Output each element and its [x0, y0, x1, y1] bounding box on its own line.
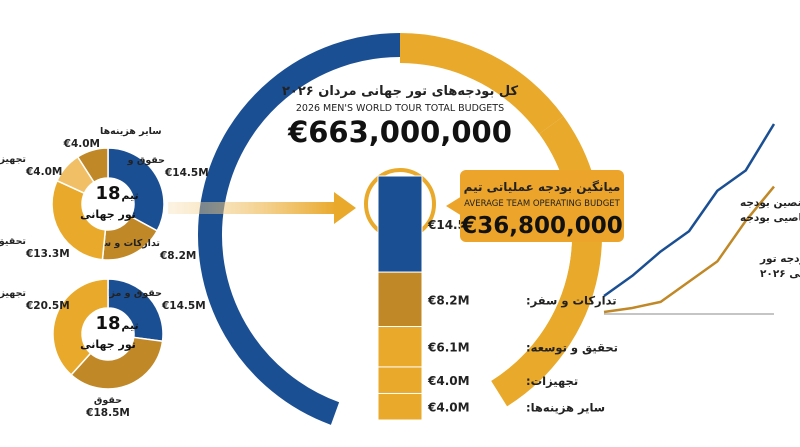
donut-slice: [76, 147, 109, 184]
series-label-line: منصین بودجه: [740, 197, 800, 209]
big-ring-gold-arc: [491, 116, 602, 407]
donut-slice: [52, 278, 109, 376]
bar-category-label: تحقیق و توسعه:: [526, 341, 618, 356]
bar-segment: [377, 175, 423, 273]
donut-slice-label: سایر هزینه‌ها: [100, 126, 162, 137]
average-title-fa: میانگین بودجه عملیاتی تیم: [464, 180, 621, 195]
donut-slice: [51, 179, 107, 261]
donut-slice-value: €14.5M: [161, 300, 206, 312]
donut-hole: [84, 180, 132, 228]
donut-slice-value: €4.0M: [25, 166, 62, 178]
bar-category-label: تجهیزات:: [526, 374, 578, 388]
donut-slice-label: حقوق و: [127, 155, 165, 166]
donut-center-number: 18: [95, 313, 120, 334]
bar-value-label: €4.0M: [427, 374, 470, 388]
donut-center-caption: تور جهانی: [80, 208, 136, 221]
bar-value-label: €6.1M: [427, 341, 470, 355]
average-title-en: AVERAGE TEAM OPERATING BUDGET: [464, 199, 621, 209]
bar-category-label: تدارکات و سفر:: [526, 293, 617, 308]
line-series: [603, 185, 775, 314]
donut-slice-value: €13.3M: [25, 248, 70, 260]
donut-slice-label: تدارکات و سفر: [88, 238, 160, 249]
average-amount: €36,800,000: [460, 213, 623, 239]
donut-slice-value: €20.5M: [25, 300, 70, 312]
bar-segment: [377, 392, 423, 421]
donut-slice-label: تجهیزات: [0, 154, 26, 165]
series-label-line: عاصیی بودجه: [740, 212, 800, 224]
average-box-pointer: [446, 196, 462, 216]
donut-slice-value: €4.0M: [63, 138, 100, 150]
donut-hole: [84, 310, 132, 358]
line-chart: منصین بودجه عاصیی بودجه میانگین‌های بودجه …: [603, 123, 800, 315]
flow-arrow-shaft: [168, 202, 336, 214]
donut-slice-value: €14.5M: [164, 167, 209, 179]
donut-slice: [107, 278, 164, 343]
bar-segment: [377, 271, 423, 328]
flow-arrow-head: [334, 192, 356, 224]
donut-chart-bottom: حقوق و مزایا€14.5M حقوق€18.5M تجهیزات€20.5…: [0, 278, 206, 419]
total-title-en: 2026 MEN'S WORLD TOUR TOTAL BUDGETS: [296, 103, 504, 114]
total-amount: €663,000,000: [287, 115, 512, 149]
series-label: میانگین‌های بودجه تور در جهانی ۲۰۲۶: [759, 252, 800, 280]
total-title-fa: کل بودجه‌های تور جهانی مردان ۲۰۲۶: [282, 84, 518, 99]
series-label-line: میانگین‌های بودجه تور: [759, 252, 800, 265]
series-label: منصین بودجه عاصیی بودجه: [740, 197, 800, 224]
series-label-line: در جهانی ۲۰۲۶: [760, 268, 800, 280]
bar-value-label: €8.2M: [427, 293, 470, 307]
donut-slice-label: حقوق و مزایا: [99, 288, 162, 299]
donut-slice-label: تجهیزات: [0, 288, 26, 299]
bar-segment: [377, 326, 423, 368]
bar-segment: [377, 366, 423, 394]
donut-slice-value: €18.5M: [85, 407, 130, 419]
donut-center-caption: تور جهانی: [80, 338, 136, 351]
donut-center-number: 18: [95, 183, 120, 204]
donut-slice: [70, 336, 164, 390]
donut-center-word: تیم: [121, 189, 138, 202]
bar-category-label: سایر هزینه‌ها:: [526, 401, 605, 415]
donut-slice-label: حقوق: [94, 395, 122, 406]
donut-slice: [107, 147, 165, 232]
line-series: [603, 123, 776, 298]
donut-slice-value: €8.2M: [159, 250, 196, 262]
bar-value-label: €4.0M: [427, 401, 470, 415]
donut-center-word: تیم: [121, 319, 138, 332]
donut-chart-top: حقوق و€14.5M تدارکات و سفر€8.2M تحقیق€13.3…: [0, 126, 209, 262]
average-box: [460, 170, 624, 242]
donut-slice-label: تحقیق: [0, 236, 26, 247]
